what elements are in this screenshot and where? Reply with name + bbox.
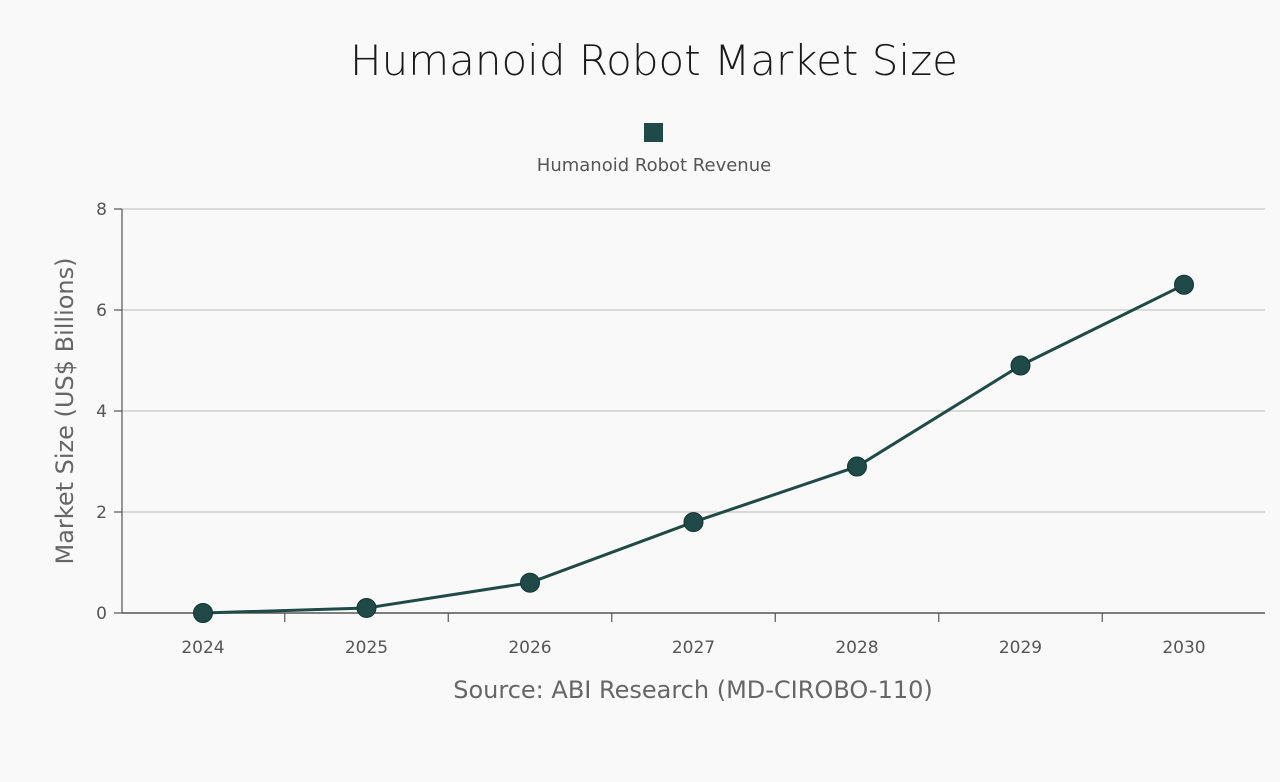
y-tick-labels: 0 2 4 6 8 — [96, 200, 107, 624]
x-tick-label-2027: 2027 — [672, 638, 715, 658]
data-point-2024 — [193, 603, 213, 623]
x-tick-label-2026: 2026 — [508, 638, 551, 658]
y-tick-label-1: 2 — [96, 503, 107, 523]
series-humanoid-robot-revenue — [193, 274, 1194, 623]
x-tick-label-2030: 2030 — [1162, 638, 1205, 658]
data-point-2025 — [356, 597, 377, 618]
chart-title: Humanoid Robot Market Size — [350, 36, 958, 85]
x-tick-label-2024: 2024 — [181, 638, 224, 658]
legend-swatch — [644, 123, 663, 142]
y-tick-label-0: 0 — [96, 604, 107, 624]
x-tick-label-2028: 2028 — [835, 638, 878, 658]
x-tick-label-2029: 2029 — [999, 638, 1042, 658]
x-axis-title: Source: ABI Research (MD-CIROBO-110) — [453, 676, 933, 704]
y-tick-label-3: 6 — [96, 301, 107, 321]
axes — [121, 209, 1265, 622]
y-axis-title: Market Size (US$ Billions) — [51, 258, 79, 565]
data-point-2029 — [1010, 355, 1031, 376]
series-line — [202, 283, 1185, 615]
data-point-2028 — [847, 456, 867, 477]
y-tick-label-4: 8 — [96, 200, 107, 220]
data-point-2026 — [520, 572, 540, 593]
data-point-2027 — [683, 512, 704, 533]
legend[interactable]: Humanoid Robot Revenue — [537, 123, 771, 176]
x-tick-labels: 2024 2025 2026 2027 2028 2029 2030 — [181, 638, 1205, 658]
data-point-2030 — [1174, 274, 1194, 295]
x-tick-label-2025: 2025 — [345, 638, 388, 658]
legend-label: Humanoid Robot Revenue — [537, 155, 771, 176]
gridlines — [114, 208, 1265, 614]
y-tick-label-2: 4 — [96, 402, 107, 422]
